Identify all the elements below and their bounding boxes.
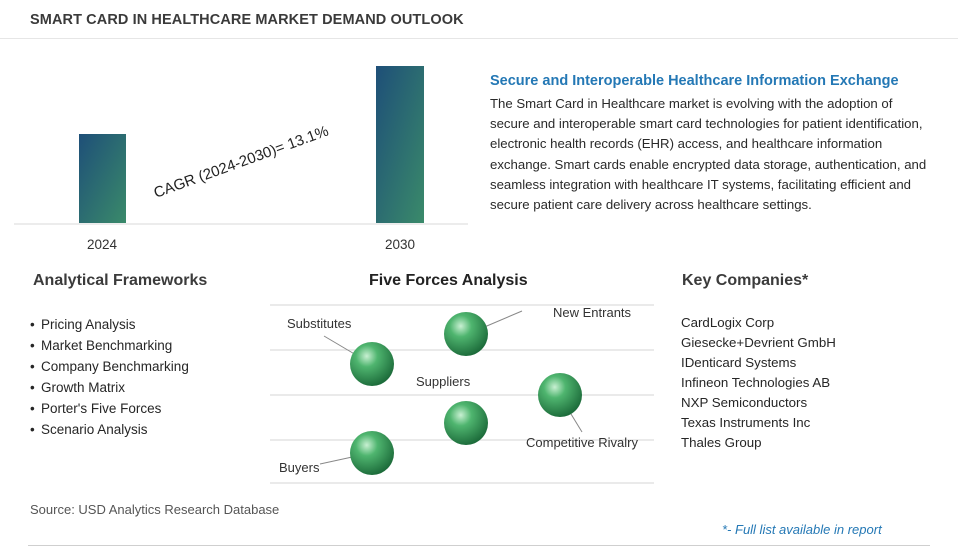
description-heading: Secure and Interoperable Healthcare Info…	[490, 73, 899, 89]
frameworks-heading: Analytical Frameworks	[33, 272, 208, 289]
buyers-label: Buyers	[279, 460, 320, 475]
companies-list: CardLogix Corp Giesecke+Devrient GmbH ID…	[681, 313, 836, 453]
five-forces-heading: Five Forces Analysis	[369, 272, 528, 289]
competitive-rivalry-ball-icon	[538, 373, 582, 417]
list-item: • Scenario Analysis	[30, 419, 189, 440]
list-item: • Growth Matrix	[30, 377, 189, 398]
suppliers-ball-icon	[444, 401, 488, 445]
companies-heading: Key Companies*	[682, 272, 809, 289]
company-item: Thales Group	[681, 435, 762, 450]
bullet-icon: •	[30, 380, 35, 395]
list-item-label: Market Benchmarking	[41, 338, 173, 353]
description-body: The Smart Card in Healthcare market is e…	[490, 96, 927, 213]
list-item: • Company Benchmarking	[30, 356, 189, 377]
frameworks-list: • Pricing Analysis • Market Benchmarking •…	[30, 314, 189, 440]
list-item-label: Porter's Five Forces	[41, 401, 162, 416]
list-item-label: Scenario Analysis	[41, 422, 148, 437]
bar-2030	[376, 66, 424, 223]
company-item: Texas Instruments Inc	[681, 415, 811, 430]
new-entrants-ball-icon	[444, 312, 488, 356]
source-note: Source: USD Analytics Research Database	[30, 502, 280, 517]
tick-label-2030: 2030	[385, 237, 415, 252]
bar-2024	[79, 134, 126, 223]
footnote: *- Full list available in report	[722, 522, 882, 537]
tick-label-2024: 2024	[87, 237, 118, 252]
divider	[28, 545, 930, 546]
competitive-rivalry-label: Competitive Rivalry	[526, 435, 638, 450]
list-item: • Porter's Five Forces	[30, 398, 189, 419]
bullet-icon: •	[30, 401, 35, 416]
suppliers-label: Suppliers	[416, 374, 471, 389]
market-bar-chart: 2024 2030 CAGR (2024-2030)= 13.1%	[14, 66, 468, 252]
company-item: Infineon Technologies AB	[681, 375, 831, 390]
substitutes-label: Substitutes	[287, 316, 352, 331]
divider	[0, 38, 958, 39]
company-item: CardLogix Corp	[681, 315, 775, 330]
page-title: SMART CARD IN HEALTHCARE MARKET DEMAND O…	[30, 12, 464, 28]
bullet-icon: •	[30, 422, 35, 437]
list-item: • Pricing Analysis	[30, 314, 189, 335]
list-item-label: Pricing Analysis	[41, 317, 136, 332]
company-item: IDenticard Systems	[681, 355, 797, 370]
bullet-icon: •	[30, 338, 35, 353]
new-entrants-label: New Entrants	[553, 305, 632, 320]
list-item-label: Growth Matrix	[41, 380, 126, 395]
list-item: • Market Benchmarking	[30, 335, 189, 356]
bullet-icon: •	[30, 317, 35, 332]
company-item: NXP Semiconductors	[681, 395, 808, 410]
bullet-icon: •	[30, 359, 35, 374]
substitutes-ball-icon	[350, 342, 394, 386]
buyers-ball-icon	[350, 431, 394, 475]
cagr-annotation: CAGR (2024-2030)= 13.1%	[152, 123, 331, 202]
company-item: Giesecke+Devrient GmbH	[681, 335, 836, 350]
list-item-label: Company Benchmarking	[41, 359, 189, 374]
five-forces-diagram: Substitutes New Entrants Suppliers Compe…	[270, 304, 654, 484]
